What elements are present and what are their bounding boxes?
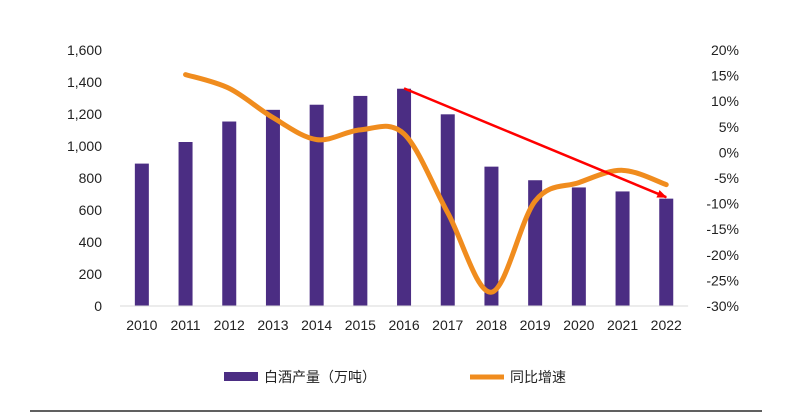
x-tick-label: 2010 xyxy=(126,317,157,333)
left-tick-label: 1,000 xyxy=(67,138,102,154)
x-tick-label: 2018 xyxy=(476,317,507,333)
left-tick-label: 800 xyxy=(79,170,103,186)
legend-line-label: 同比增速 xyxy=(510,370,566,386)
bar xyxy=(571,187,586,306)
bar xyxy=(178,142,193,306)
right-tick-label: 15% xyxy=(711,68,739,84)
right-tick-label: 10% xyxy=(711,93,739,109)
right-tick-label: -20% xyxy=(706,247,739,263)
x-tick-label: 2014 xyxy=(301,317,332,333)
x-tick-label: 2012 xyxy=(214,317,245,333)
bar xyxy=(222,121,237,307)
left-tick-label: 1,600 xyxy=(67,42,102,58)
trend-arrow xyxy=(403,87,668,199)
right-tick-label: -30% xyxy=(706,298,739,314)
right-tick-label: -25% xyxy=(706,272,739,288)
legend: 白酒产量（万吨） 同比增速 xyxy=(224,370,566,386)
left-tick-label: 0 xyxy=(94,298,102,314)
bar xyxy=(397,88,412,306)
bar xyxy=(353,95,368,306)
x-tick-label: 2021 xyxy=(607,317,638,333)
right-tick-label: -10% xyxy=(706,196,739,212)
x-axis: 2010 2011 2012 2013 2014 2015 2016 2017 2018 2019… xyxy=(126,317,682,333)
right-tick-label: 20% xyxy=(711,42,739,58)
x-tick-label: 2016 xyxy=(388,317,419,333)
bar xyxy=(265,109,280,306)
bar xyxy=(659,198,674,306)
right-tick-label: 5% xyxy=(719,119,739,135)
bar xyxy=(309,104,324,306)
right-axis: -30% -25% -20% -15% -10% -5% 0% 5% 10% 15% 20% xyxy=(706,42,739,314)
x-tick-label: 2013 xyxy=(257,317,288,333)
left-tick-label: 1,200 xyxy=(67,106,102,122)
bar xyxy=(484,166,499,306)
bar xyxy=(615,191,630,306)
growth-rate-line xyxy=(183,72,669,295)
bar xyxy=(134,163,149,306)
x-tick-label: 2015 xyxy=(345,317,376,333)
bar-series xyxy=(134,88,674,307)
left-tick-label: 200 xyxy=(79,266,103,282)
right-tick-label: -5% xyxy=(714,170,739,186)
legend-bar-label: 白酒产量（万吨） xyxy=(264,370,376,386)
left-tick-label: 1,400 xyxy=(67,74,102,90)
left-tick-label: 400 xyxy=(79,234,103,250)
left-tick-label: 600 xyxy=(79,202,103,218)
right-tick-label: -15% xyxy=(706,221,739,237)
right-tick-label: 0% xyxy=(719,144,739,160)
x-tick-label: 2022 xyxy=(651,317,682,333)
left-axis: 0 200 400 600 800 1,000 1,200 1,400 1,600 xyxy=(67,42,102,314)
x-tick-label: 2011 xyxy=(170,317,200,333)
legend-bar-swatch xyxy=(224,372,258,381)
x-tick-label: 2017 xyxy=(432,317,463,333)
x-tick-label: 2020 xyxy=(563,317,594,333)
x-tick-label: 2019 xyxy=(520,317,551,333)
